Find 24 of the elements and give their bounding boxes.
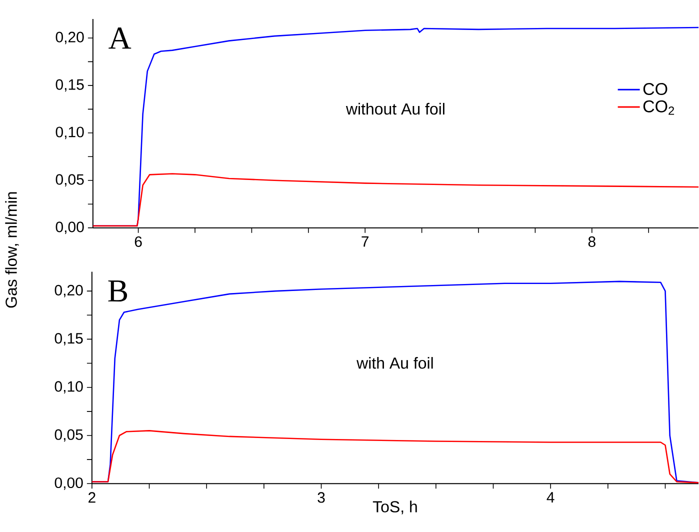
annotation: without Au foil	[346, 103, 444, 115]
x-tick-label: 3	[318, 492, 325, 503]
y-tick-label: 0,00	[56, 222, 84, 234]
annotation: with Au foil	[356, 357, 433, 369]
y-tick-label: 0,00	[54, 478, 83, 490]
x-tick-label: 2	[88, 492, 96, 503]
y-tick-label: 0,20	[56, 32, 84, 44]
x-axis-title: ToS, h	[372, 500, 417, 514]
x-tick-label: 7	[362, 236, 369, 247]
y-tick-label: 0,20	[54, 285, 83, 298]
legend-label: CO$_{2}$	[643, 100, 674, 115]
x-tick-label: 4	[546, 492, 554, 503]
x-tick-label: 8	[588, 236, 596, 248]
y-tick-label: 0,10	[54, 381, 83, 394]
annotation: A	[108, 28, 132, 49]
y-axis-title: Gas flow, ml/min	[5, 192, 19, 308]
y-tick-label: 0,05	[54, 429, 83, 442]
y-tick-label: 0,05	[56, 174, 84, 187]
legend-label: CO	[643, 83, 668, 96]
y-tick-label: 0,15	[54, 333, 83, 346]
y-tick-label: 0,10	[56, 126, 84, 140]
annotation: B	[108, 280, 128, 302]
y-tick-label: 0,15	[56, 79, 84, 92]
x-tick-label: 6	[134, 236, 142, 248]
